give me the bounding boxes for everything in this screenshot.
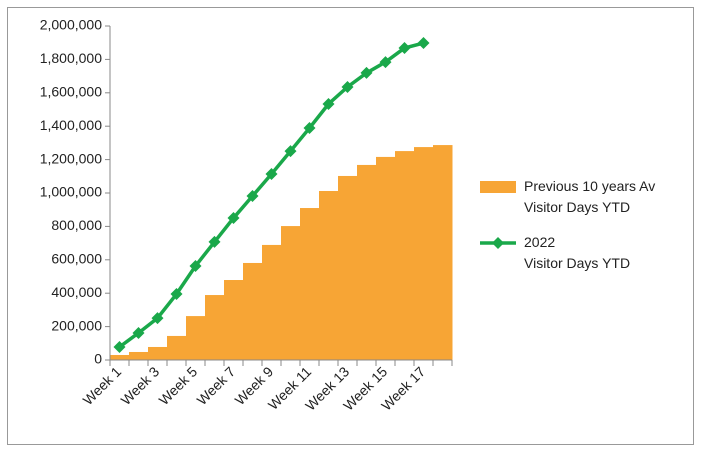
bar: [414, 147, 434, 360]
bar: [167, 335, 187, 360]
bar: [205, 295, 225, 360]
line-marker: [417, 37, 430, 50]
x-tick-label: Week 5: [156, 363, 201, 408]
legend-label: Previous 10 years Av Visitor Days YTD: [524, 178, 656, 215]
x-tick-label: Week 7: [194, 363, 239, 408]
line-marker: [227, 212, 240, 225]
y-tick-label: 800,000: [51, 217, 102, 233]
chart-frame: [7, 7, 694, 445]
bar: [281, 226, 301, 360]
bar: [395, 151, 415, 360]
y-tick-label: 1,200,000: [40, 150, 102, 166]
y-tick-label: 200,000: [51, 317, 102, 333]
line-marker: [189, 259, 202, 272]
bar: [319, 190, 339, 360]
legend-entry: 2022 Visitor Days YTD: [478, 232, 655, 274]
line-marker: [379, 56, 392, 69]
y-tick-label: 2,000,000: [40, 17, 102, 33]
line-marker: [322, 97, 335, 110]
legend: Previous 10 years Av Visitor Days YTD 202…: [478, 176, 655, 288]
line-marker: [113, 340, 126, 353]
bar: [433, 145, 453, 360]
line-marker: [360, 66, 373, 79]
line-marker: [341, 80, 354, 93]
y-tick-label: 1,800,000: [40, 50, 102, 66]
legend-swatch-marker: [492, 237, 504, 249]
bar: [148, 346, 168, 360]
legend-label: 2022 Visitor Days YTD: [524, 234, 631, 271]
bar: [129, 351, 149, 360]
bar: [376, 156, 396, 360]
legend-entry: Previous 10 years Av Visitor Days YTD: [478, 176, 655, 218]
line-marker: [151, 312, 164, 325]
x-tick-label: Week 1: [80, 363, 125, 408]
bar: [338, 175, 358, 360]
y-tick-label: 1,000,000: [40, 184, 102, 200]
y-tick-label: 1,600,000: [40, 84, 102, 100]
y-tick-label: 600,000: [51, 251, 102, 267]
line-marker: [170, 288, 183, 301]
y-tick-label: 0: [94, 351, 102, 367]
bar: [224, 280, 244, 360]
y-tick-label: 400,000: [51, 284, 102, 300]
bar: [262, 244, 282, 360]
line-marker: [284, 145, 297, 158]
bar: [243, 262, 263, 360]
line-marker: [208, 235, 221, 248]
line-marker: [398, 42, 411, 55]
y-tick-label: 1,400,000: [40, 117, 102, 133]
bar: [300, 208, 320, 360]
legend-swatch: [480, 181, 516, 193]
line-marker: [246, 190, 259, 203]
x-tick-label: Week 3: [118, 363, 163, 408]
line-marker: [132, 326, 145, 339]
bar: [186, 316, 206, 360]
legend-swatch: [480, 237, 516, 249]
line-marker: [303, 122, 316, 135]
line-marker: [265, 167, 278, 180]
bar: [357, 164, 377, 360]
bar: [110, 354, 130, 360]
legend-swatch-bar: [480, 181, 516, 193]
